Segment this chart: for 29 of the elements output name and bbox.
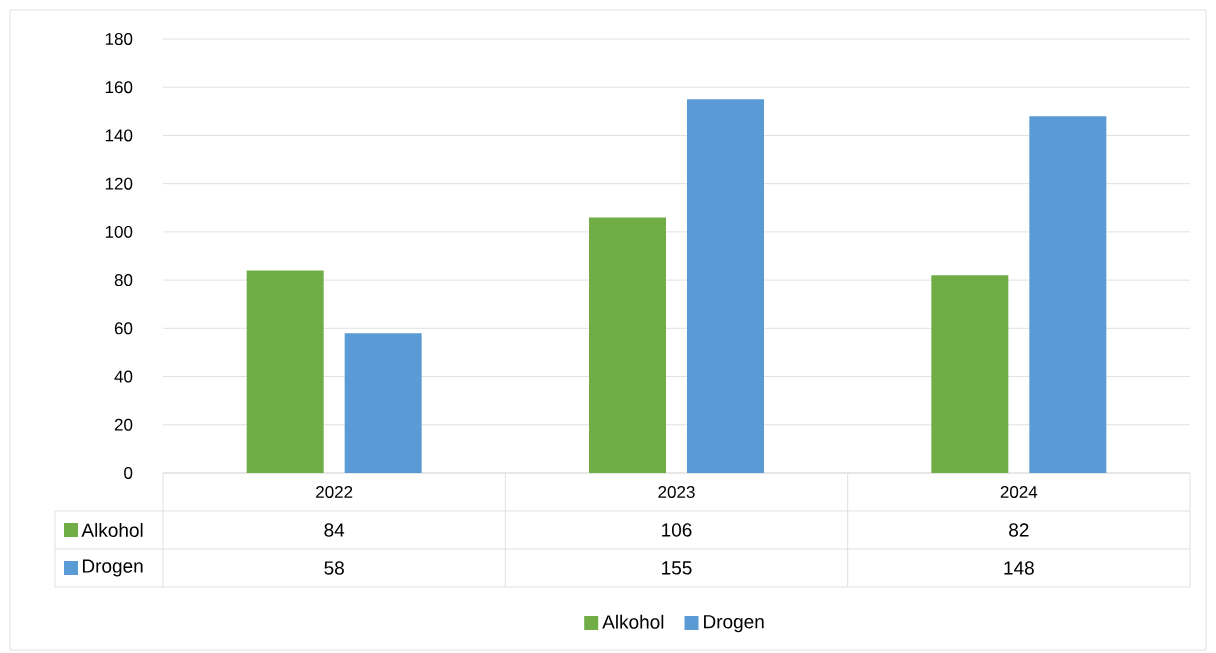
legend-label: Drogen [704,615,764,633]
y-tick-label: 120 [105,177,133,190]
y-tick-label: 180 [105,32,133,45]
bar [344,333,422,473]
y-tick-label: 100 [105,225,133,238]
text: Alkohol [602,614,664,629]
y-tick-label: 140 [105,129,133,142]
y-tick-label: 60 [114,322,133,335]
bar [246,270,324,473]
bar [931,275,1009,473]
legend-label: Alkohol [81,523,143,537]
bar [687,99,764,473]
bar [1029,116,1107,473]
y-tick-label: 40 [114,370,133,383]
data-label: 82 [1009,523,1029,537]
x-tick-label: 2023 [658,485,695,498]
data-label: 155 [662,561,692,575]
y-tick-label: 80 [114,274,133,287]
data-label: 148 [1004,561,1034,575]
data-label: 84 [324,523,345,537]
data-label: 58 [324,561,344,575]
text: Drogen [82,559,143,577]
y-tick-label: 160 [105,81,133,94]
x-tick-label: 2022 [316,485,353,498]
data-label: 106 [662,523,692,537]
y-tick-label: 0 [124,466,133,479]
bar [589,217,666,473]
x-tick-label: 2024 [1000,485,1038,498]
y-tick-label: 20 [114,418,133,431]
